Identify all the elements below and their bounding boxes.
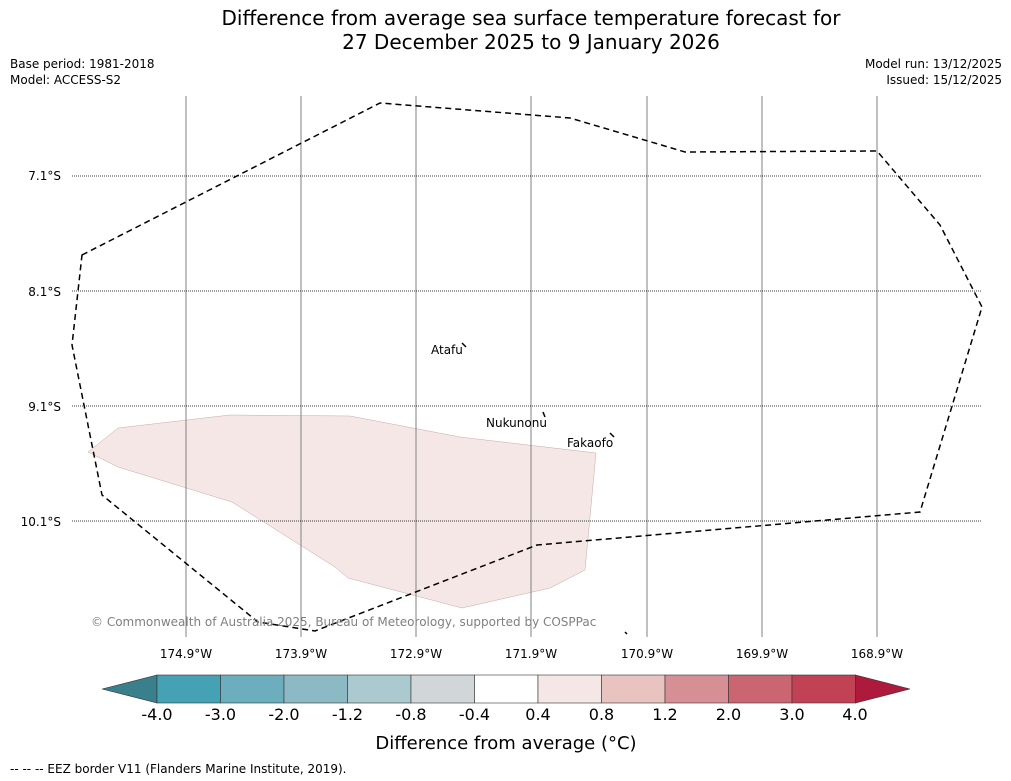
colorbar-segment <box>601 674 666 704</box>
colorbar-segment <box>537 674 602 704</box>
colorbar-tick-label: 4.0 <box>842 705 867 724</box>
eez-legend: -- -- -- EEZ border V11 (Flanders Marine… <box>10 762 347 776</box>
meta-left: Base period: 1981-2018 Model: ACCESS-S2 <box>10 56 155 88</box>
anomaly-region <box>87 414 597 609</box>
longitude-gridlines <box>185 96 878 637</box>
meta-right: Model run: 13/12/2025 Issued: 15/12/2025 <box>865 56 1002 88</box>
issued-date: Issued: 15/12/2025 <box>886 73 1002 87</box>
model-run: Model run: 13/12/2025 <box>864 57 1002 71</box>
colorbar-tick-label: 1.2 <box>652 705 677 724</box>
colorbar-tick-label: -1.2 <box>332 705 363 724</box>
colorbar-segment <box>664 674 729 704</box>
colorbar-tick-label: -0.8 <box>395 705 426 724</box>
lon-label: 171.9°W <box>505 647 557 661</box>
colorbar-segment <box>474 674 539 704</box>
latitude-gridlines <box>72 175 982 522</box>
colorbar-title-text: Difference from average ( <box>375 733 608 754</box>
island-atafu <box>461 342 467 348</box>
colorbar-tick-label: -0.4 <box>459 705 490 724</box>
lon-label: 174.9°W <box>160 647 212 661</box>
longitude-labels: 174.9°W 173.9°W 172.9°W 171.9°W 170.9°W … <box>160 647 903 661</box>
model-name: Model: ACCESS-S2 <box>10 73 122 87</box>
colorbar-segment <box>283 674 348 704</box>
colorbar-tick-label: -3.0 <box>205 705 236 724</box>
island-swains <box>624 631 628 635</box>
title-line-2: 27 December 2025 to 9 January 2026 <box>342 30 720 54</box>
colorbar-extend-low <box>101 674 158 704</box>
colorbar <box>101 674 911 704</box>
colorbar-extend-high <box>855 674 911 704</box>
colorbar-segment <box>220 674 285 704</box>
place-label-atafu: Atafu <box>431 343 463 357</box>
colorbar-title-close: ) <box>630 733 637 754</box>
lon-label: 172.9°W <box>390 647 442 661</box>
base-period: Base period: 1981-2018 <box>10 57 155 71</box>
place-label-fakaofo: Fakaofo <box>567 436 613 450</box>
colorbar-segment <box>791 674 856 704</box>
lon-label: 173.9°W <box>275 647 327 661</box>
map-title: Difference from average sea surface temp… <box>0 6 1011 54</box>
eez-border <box>71 102 983 632</box>
colorbar-segment <box>728 674 793 704</box>
place-label-nukunonu: Nukunonu <box>486 416 547 430</box>
place-labels: Atafu Nukunonu Fakaofo <box>431 343 613 450</box>
colorbar-tick-label: 3.0 <box>779 705 804 724</box>
colorbar-title: Difference from average (°C) <box>375 733 636 754</box>
lat-label: 10.1°S <box>21 515 61 529</box>
colorbar-segment <box>347 674 412 704</box>
island-fakaofo <box>609 432 615 438</box>
latitude-labels: 7.1°S 8.1°S 9.1°S 10.1°S <box>21 169 61 529</box>
lat-label: 7.1°S <box>28 169 61 183</box>
colorbar-tick-label: 0.8 <box>589 705 614 724</box>
lon-label: 169.9°W <box>736 647 788 661</box>
lat-label: 9.1°S <box>28 400 61 414</box>
lat-label: 8.1°S <box>28 285 61 299</box>
colorbar-segment <box>410 674 475 704</box>
colorbar-tick-label: -4.0 <box>141 705 172 724</box>
colorbar-tick-label: 2.0 <box>716 705 741 724</box>
colorbar-tick-label: -2.0 <box>268 705 299 724</box>
copyright-notice: © Commonwealth of Australia 2025, Bureau… <box>91 615 596 629</box>
lon-label: 170.9°W <box>621 647 673 661</box>
island-nukunonu <box>542 411 546 418</box>
colorbar-tick-label: 0.4 <box>525 705 550 724</box>
title-line-1: Difference from average sea surface temp… <box>221 6 841 30</box>
colorbar-segment <box>156 674 221 704</box>
lon-label: 168.9°W <box>851 647 903 661</box>
colorbar-labels: -4.0 -3.0 -2.0 -1.2 -0.8 -0.4 0.4 0.8 1.… <box>141 705 867 724</box>
colorbar-title-unit: °C <box>608 733 630 754</box>
